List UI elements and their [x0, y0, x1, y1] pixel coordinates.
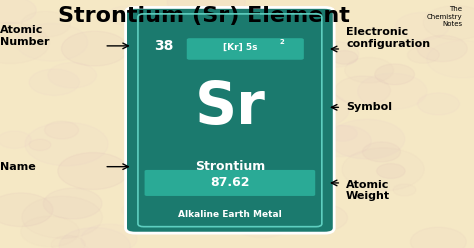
Text: 38: 38 [154, 39, 173, 53]
Circle shape [16, 24, 88, 61]
Circle shape [410, 227, 466, 248]
Circle shape [345, 58, 393, 83]
Circle shape [51, 236, 85, 248]
Circle shape [48, 62, 97, 88]
FancyBboxPatch shape [187, 38, 304, 60]
Circle shape [167, 0, 246, 22]
Circle shape [22, 196, 102, 238]
Circle shape [21, 216, 79, 247]
Circle shape [0, 0, 36, 24]
Circle shape [25, 122, 108, 166]
Text: The
Chemistry
Notes: The Chemistry Notes [427, 6, 462, 27]
Circle shape [310, 41, 359, 67]
Circle shape [237, 184, 312, 224]
Circle shape [342, 148, 424, 191]
Circle shape [59, 228, 130, 248]
Text: Strontium (Sr) Element: Strontium (Sr) Element [58, 6, 350, 26]
Circle shape [45, 121, 79, 139]
Circle shape [146, 126, 209, 159]
Circle shape [393, 184, 416, 196]
Circle shape [58, 153, 128, 189]
Text: Atomic
Number: Atomic Number [0, 25, 49, 47]
FancyBboxPatch shape [145, 170, 315, 196]
Circle shape [198, 178, 232, 196]
Circle shape [0, 131, 31, 148]
Circle shape [213, 78, 290, 118]
Circle shape [395, 12, 449, 40]
Text: Alkaline Earth Metal: Alkaline Earth Metal [178, 210, 282, 219]
Circle shape [417, 35, 467, 62]
Circle shape [427, 41, 474, 78]
Text: Sr: Sr [194, 79, 265, 136]
Text: Electronic
configuration: Electronic configuration [346, 27, 430, 49]
Circle shape [363, 142, 401, 162]
Circle shape [375, 64, 415, 85]
Circle shape [418, 93, 459, 115]
Circle shape [204, 163, 285, 206]
Circle shape [377, 164, 405, 179]
Circle shape [0, 193, 53, 227]
Circle shape [358, 73, 427, 109]
Circle shape [423, 5, 474, 40]
Text: Strontium: Strontium [195, 160, 265, 173]
Text: Name: Name [0, 162, 36, 172]
Circle shape [278, 91, 349, 128]
Text: 2: 2 [280, 39, 285, 45]
Circle shape [62, 31, 128, 66]
Circle shape [173, 135, 254, 177]
Circle shape [0, 23, 49, 63]
Circle shape [29, 69, 80, 95]
Text: Atomic
Weight: Atomic Weight [346, 180, 390, 201]
Text: Symbol: Symbol [346, 102, 392, 112]
Circle shape [204, 171, 245, 192]
Circle shape [21, 11, 70, 37]
Circle shape [81, 224, 137, 248]
Circle shape [329, 119, 405, 159]
Text: [Kr] 5s: [Kr] 5s [223, 43, 258, 52]
Circle shape [190, 105, 271, 148]
Circle shape [335, 76, 391, 105]
Circle shape [191, 62, 273, 105]
Circle shape [311, 125, 371, 157]
Circle shape [295, 204, 347, 232]
Circle shape [231, 204, 294, 238]
Circle shape [407, 47, 439, 63]
Circle shape [129, 143, 180, 169]
Text: 87.62: 87.62 [210, 176, 250, 189]
Circle shape [301, 149, 326, 162]
FancyBboxPatch shape [126, 7, 334, 233]
Circle shape [29, 139, 51, 151]
Circle shape [43, 188, 102, 219]
Circle shape [328, 126, 357, 141]
Circle shape [331, 51, 358, 64]
Circle shape [144, 205, 169, 219]
